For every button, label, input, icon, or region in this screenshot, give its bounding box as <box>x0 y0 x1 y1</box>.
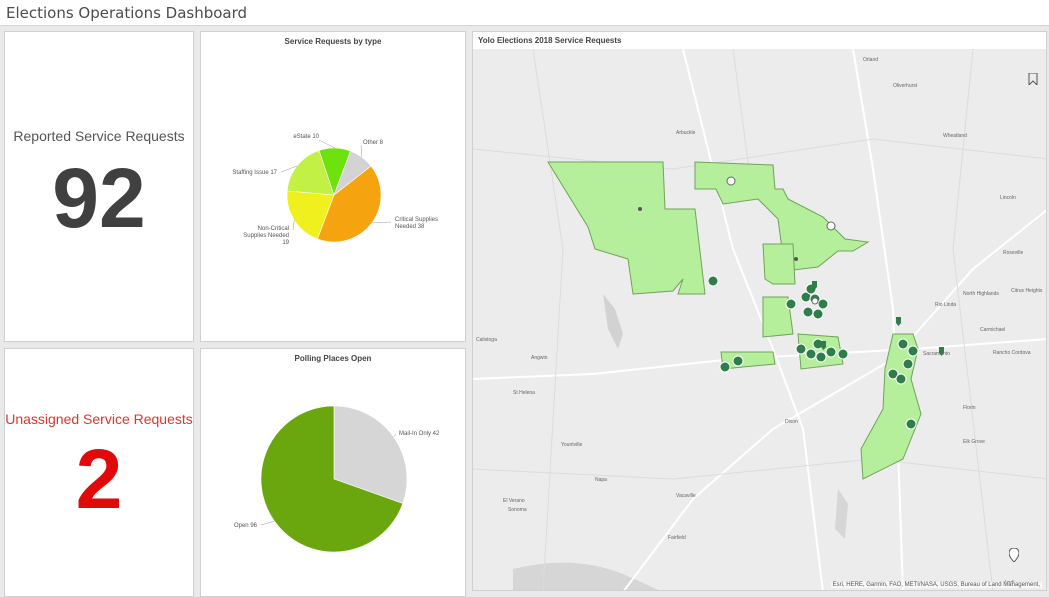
bookmark-icon[interactable] <box>1028 73 1038 85</box>
pie-label: Other 8 <box>363 140 384 146</box>
indicator-title: Reported Service Requests <box>13 128 185 144</box>
map-label: Rio Linda <box>935 302 956 308</box>
map-label: Rancho Cordova <box>993 350 1031 356</box>
pie-leader-line <box>280 165 298 173</box>
indicator-title: Unassigned Service Requests <box>5 411 193 427</box>
map-label: Angwin <box>531 355 548 361</box>
map-label: Vacaville <box>676 493 696 499</box>
basemap: Orland Oliverhurst Wheatland Arbuckle Li… <box>473 49 1046 590</box>
pie-slice-mail-in-only[interactable] <box>333 405 408 504</box>
pie-label: Staffing Issue 17 <box>232 170 277 176</box>
pie-leader-line <box>371 221 392 224</box>
polling-places-pie: Mail-In Only 42 Open 96 <box>234 405 440 553</box>
location-pin-icon[interactable] <box>1009 548 1019 562</box>
map-label: Calistoga <box>476 337 497 343</box>
map-label: Napa <box>595 477 607 483</box>
map-label: Oliverhurst <box>893 83 918 89</box>
map-label: Dixon <box>785 419 798 425</box>
pie-label: Mail-In Only 42 <box>399 431 440 437</box>
map-label: Orland <box>863 57 878 63</box>
map-view[interactable]: Orland Oliverhurst Wheatland Arbuckle Li… <box>473 49 1046 590</box>
polling-places-open-chart: Polling Places Open Mail-In Only 42 Open … <box>200 348 466 597</box>
reported-requests-indicator: Reported Service Requests 92 <box>4 31 194 342</box>
map-label: Lincoln <box>1000 195 1016 201</box>
pie-label: eState 10 <box>293 134 319 140</box>
pie-label: Needed 38 <box>395 224 425 230</box>
map-label: Wheatland <box>943 133 967 139</box>
dashboard-title: Elections Operations Dashboard <box>6 4 248 22</box>
pie-slice-critical-supplies-needed[interactable] <box>317 165 382 243</box>
pie-leader-line <box>393 433 397 438</box>
chart-title: Polling Places Open <box>294 354 372 363</box>
map-label: Sacramento <box>923 351 950 357</box>
pie-slice-open[interactable] <box>260 405 404 553</box>
map-label: Elk Grove <box>963 439 985 445</box>
pie-label: Open 96 <box>234 523 258 529</box>
map-label: Citrus Heights <box>1011 288 1043 294</box>
pie-leader-line <box>360 144 363 158</box>
map-panel: Yolo Elections 2018 Service Requests <box>472 31 1047 591</box>
pie-slice-non-critical-supplies-needed[interactable] <box>286 190 335 240</box>
map-label: North Highlands <box>963 291 999 297</box>
map-title: Yolo Elections 2018 Service Requests <box>478 36 622 45</box>
map-label: Arbuckle <box>676 130 696 136</box>
map-label: Roseville <box>1003 250 1024 256</box>
map-attribution: Esri, HERE, Garmin, FAO, METI/NASA, USGS… <box>830 582 1042 588</box>
pie-slice-other[interactable] <box>333 150 372 196</box>
pie-label: 19 <box>282 240 289 246</box>
map-label: St Helena <box>513 390 535 396</box>
indicator-value: 2 <box>75 432 123 526</box>
dashboard-header: Elections Operations Dashboard <box>0 0 1049 26</box>
pie-leader-line <box>292 219 295 231</box>
pie-leader-line <box>318 139 336 149</box>
map-label: Yountville <box>561 442 582 448</box>
pie-leader-line <box>260 520 275 526</box>
pie-label: Supplies Needed <box>243 233 289 239</box>
service-requests-by-type-chart: Service Requests by type Critical Suppli… <box>200 31 466 342</box>
chart-title: Service Requests by type <box>284 37 382 46</box>
map-label: El Verano <box>503 498 525 504</box>
pie-label: Critical Supplies <box>395 217 438 223</box>
pie-label: Non-Critical <box>258 226 289 232</box>
map-label: Florin <box>963 405 976 411</box>
indicator-value: 92 <box>52 151 146 245</box>
map-label: Sonoma <box>508 507 527 513</box>
unassigned-requests-indicator: Unassigned Service Requests 2 <box>4 348 194 597</box>
map-label: Carmichael <box>980 327 1005 333</box>
map-label: Fairfield <box>668 535 686 541</box>
